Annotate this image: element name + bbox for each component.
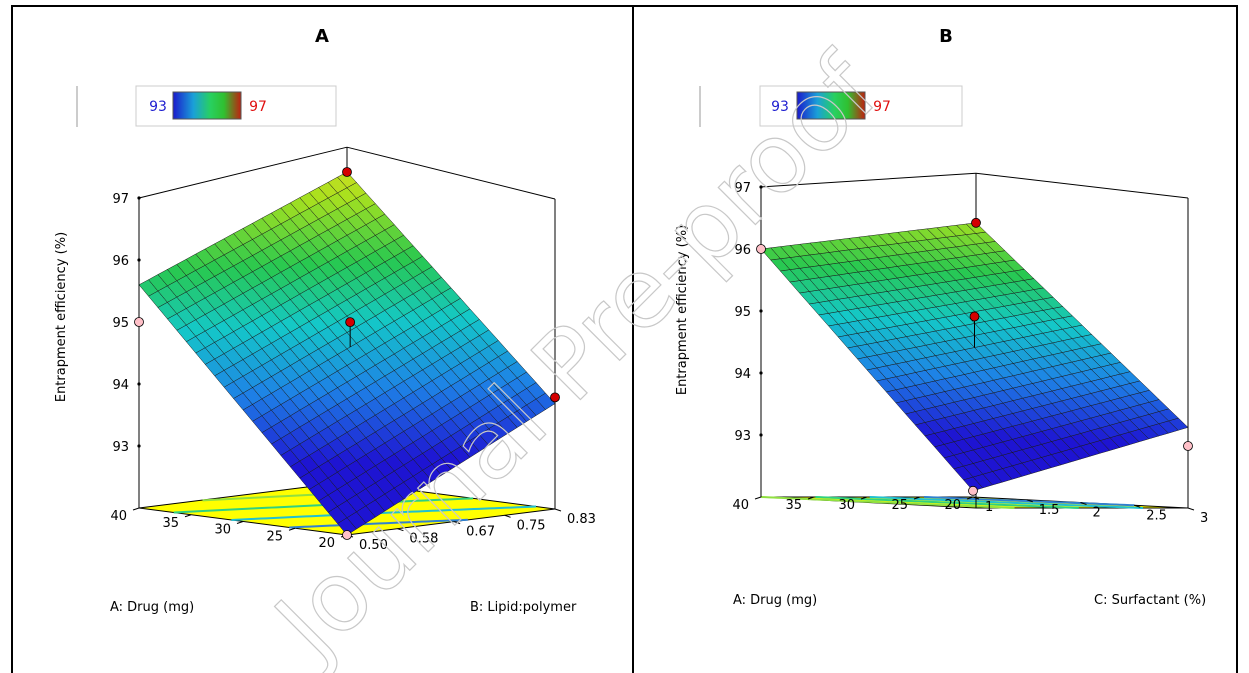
panel-b-label: B: [939, 26, 953, 47]
panel-a-z-tick-96: [137, 258, 141, 262]
panel-a-x-tick-25: [288, 527, 296, 531]
panel-b-y-tick-1.5: [1026, 499, 1033, 503]
panel-a-z-tick-label-93: 93: [112, 440, 129, 455]
panel-a-contour-95: [173, 497, 474, 514]
panel-a-y-tick-0.83: [554, 508, 562, 512]
panel-b-z-tick-label-94: 94: [734, 367, 751, 382]
panel-a-z-tick-97: [137, 196, 141, 200]
panel-b-z-tick-97: [759, 185, 763, 189]
panel-b-design-point: [1183, 441, 1193, 451]
panel-a-x-tick-label-30: 30: [214, 523, 231, 538]
panel-b-y-tick-3: [1187, 507, 1195, 511]
panel-a-y-axis-label: B: Lipid:polymer: [470, 600, 577, 615]
panel-b-colorbar-max: 97: [873, 99, 891, 115]
panel-b-x-tick-label-25: 25: [891, 498, 908, 513]
panel-a: A 93 97 Entrapment efficiency (%) A: Dru…: [54, 26, 596, 615]
panel-a-x-tick-label-40: 40: [110, 509, 127, 524]
panel-b-back-top-left: [760, 172, 977, 188]
panel-b-x-tick-30: [860, 496, 868, 500]
panel-b-y-axis-label: C: Surfactant (%): [1094, 593, 1206, 608]
panel-a-y-tick-label-0.50: 0.50: [359, 538, 388, 553]
panel-b-z-tick-93: [759, 433, 763, 437]
panel-b-design-point: [968, 485, 978, 496]
panel-a-x-tick-40: [132, 507, 140, 511]
panel-a-z-tick-label-97: 97: [112, 192, 129, 207]
panel-b-z-tick-94: [759, 371, 763, 375]
panel-b-z-tick-label-96: 96: [734, 243, 751, 258]
panel-b-y-tick-2.5: [1134, 504, 1141, 508]
panel-a-plot: 93 94 95 96 97 40 35 30 25 20 0.50 0.58 0.67 0.75 0.83: [110, 146, 596, 553]
panel-b-y-tick-2: [1080, 502, 1087, 505]
panel-a-x-tick-35: [184, 514, 192, 518]
panel-b-x-tick-40: [754, 496, 762, 500]
panel-b-x-tick-35: [807, 496, 815, 500]
panel-a-back-top-left: [138, 146, 348, 199]
panel-b-y-tick-label-1.5: 1.5: [1039, 503, 1060, 518]
panel-a-colorbar-legend: 93 97: [76, 85, 337, 127]
panel-b-z-tick-label-93: 93: [734, 429, 751, 444]
panel-b: B 93 97 Entrapment efficiency (%) A: Dru…: [675, 26, 1208, 608]
panel-a-design-point: [342, 530, 352, 540]
panel-b-x-tick-label-20: 20: [944, 498, 961, 513]
panel-a-y-tick-label-0.58: 0.58: [409, 532, 438, 547]
panel-b-y-tick-label-3: 3: [1200, 511, 1208, 526]
panel-b-contour-95: [815, 496, 1079, 509]
panel-a-z-tick-label-95: 95: [112, 316, 129, 331]
panel-b-contour-96: [760, 496, 1015, 509]
panel-b-z-tick-label-97: 97: [734, 181, 751, 196]
panel-b-x-tick-label-30: 30: [838, 498, 855, 513]
panel-a-colorbar-gradient: [172, 91, 242, 120]
panel-a-x-tick-30: [236, 521, 244, 524]
panel-b-y-tick-label-1: 1: [985, 500, 993, 515]
panel-a-y-tick-label-0.75: 0.75: [517, 518, 546, 533]
panel-a-design-point: [134, 317, 144, 327]
panel-b-y-tick-label-2: 2: [1093, 506, 1101, 521]
panel-b-contour-93: [924, 496, 1135, 507]
panel-a-z-axis-label: Entrapment efficiency (%): [54, 232, 69, 402]
panel-a-y-tick-label-0.67: 0.67: [466, 525, 495, 540]
figure-border: [11, 5, 1238, 673]
panel-b-plot: 93 94 95 96 97 40 35 30 25 20 1 1.5 2 2.5 3: [732, 172, 1208, 526]
panel-a-x-tick-label-25: 25: [266, 529, 283, 544]
panel-b-design-point: [969, 311, 980, 322]
panel-b-x-tick-label-40: 40: [732, 498, 749, 513]
panel-a-z-tick-93: [137, 444, 141, 448]
panel-a-y-tick-0.75: [504, 514, 511, 518]
panel-b-y-tick-label-2.5: 2.5: [1146, 508, 1167, 523]
panel-a-y-tick-0.67: [453, 521, 461, 525]
panel-b-z-tick-label-95: 95: [734, 305, 751, 320]
panel-b-design-point: [756, 244, 766, 254]
panel-a-design-point: [550, 392, 560, 403]
panel-b-x-tick-20: [966, 496, 974, 500]
panel-a-colorbar-min: 93: [149, 99, 167, 115]
panel-a-back-top-right: [346, 146, 556, 200]
panel-b-x-tick-25: [913, 496, 921, 500]
panel-a-z-tick-label-96: 96: [112, 254, 129, 269]
panel-b-y-tick-1: [972, 496, 980, 500]
panel-b-colorbar-gradient: [796, 91, 866, 120]
panel-a-z-tick-label-94: 94: [112, 378, 129, 393]
panel-b-x-axis-label: A: Drug (mg): [733, 593, 817, 608]
panel-a-x-tick-label-35: 35: [162, 516, 179, 531]
panel-a-x-tick-label-20: 20: [318, 536, 335, 551]
panel-b-colorbar-legend: 93 97: [699, 85, 963, 127]
panel-a-y-tick-0.58: [397, 528, 404, 532]
panel-b-z-axis-label: Entrapment efficiency (%): [675, 225, 690, 395]
panel-b-x-tick-label-35: 35: [785, 498, 802, 513]
panel-b-colorbar-min: 93: [771, 99, 789, 115]
panel-a-x-axis-label: A: Drug (mg): [110, 600, 194, 615]
panel-a-label: A: [315, 26, 329, 47]
panel-a-colorbar-max: 97: [249, 99, 267, 115]
panel-a-contour-93: [289, 518, 468, 529]
panel-b-back-top-right: [975, 172, 1189, 199]
panel-a-design-point: [345, 317, 356, 328]
panel-a-design-point: [342, 167, 352, 177]
panel-b-design-point: [971, 217, 981, 228]
panel-b-z-tick-95: [759, 309, 763, 313]
panel-a-y-tick-label-0.83: 0.83: [567, 512, 596, 527]
panel-a-z-tick-94: [137, 382, 141, 386]
